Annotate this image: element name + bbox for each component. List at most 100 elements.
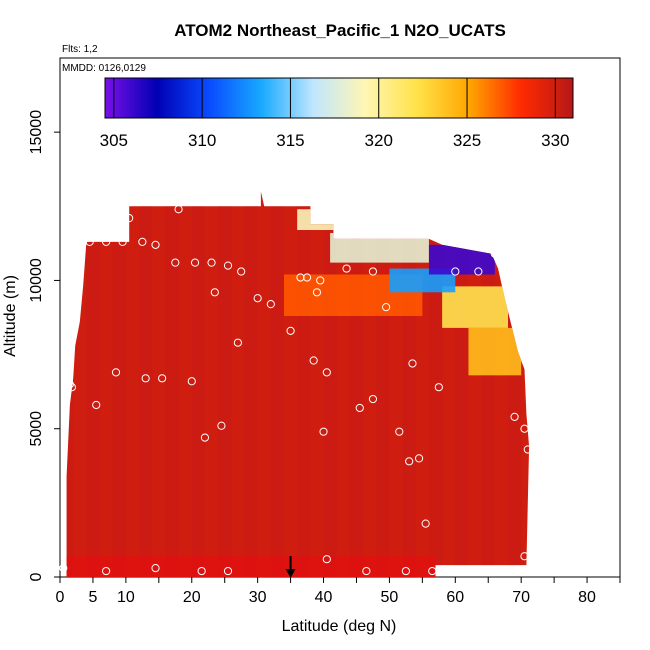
heatmap-band <box>244 191 258 577</box>
sample-point <box>210 288 219 297</box>
y-tick-label: 10000 <box>28 258 45 303</box>
sample-point <box>296 273 305 282</box>
sample-point <box>322 555 331 564</box>
sample-point <box>78 237 88 246</box>
sample-point <box>207 258 216 267</box>
y-tick-label: 0 <box>28 572 45 581</box>
sample-point <box>408 359 417 368</box>
sample-point <box>138 237 147 246</box>
sample-point <box>434 383 443 392</box>
sample-point <box>355 403 364 413</box>
x-tick-label: 70 <box>512 589 530 606</box>
sample-point <box>421 519 430 528</box>
sample-point <box>309 356 318 365</box>
sample-point <box>368 394 378 404</box>
heatmap-band <box>323 191 337 577</box>
sample-point <box>302 273 312 282</box>
sample-point <box>111 368 121 377</box>
colorbar-tick-label: 325 <box>453 131 481 150</box>
sample-point <box>59 564 68 573</box>
x-tick-label: 10 <box>117 589 135 606</box>
sample-point <box>490 249 499 258</box>
sample-point <box>428 566 437 576</box>
low-altitude-band <box>60 556 436 577</box>
chart-title: ATOM2 Northeast_Pacific_1 N2O_UCATS <box>174 21 506 40</box>
sample-point <box>316 276 325 285</box>
sample-point <box>286 326 295 335</box>
sample-point <box>312 288 322 297</box>
sample-point <box>510 412 519 421</box>
x-tick-label: 30 <box>249 589 267 606</box>
sample-point <box>223 261 233 270</box>
sample-point <box>401 566 410 576</box>
low-n2o-feature <box>468 327 522 376</box>
low-n2o-feature <box>297 209 337 231</box>
low-n2o-feature <box>428 244 495 275</box>
sample-point <box>197 566 206 576</box>
heatmap-band <box>402 191 416 577</box>
sample-point <box>523 445 532 454</box>
x-tick-label: 5 <box>88 589 97 606</box>
sample-point <box>474 267 483 276</box>
x-tick-label: 20 <box>183 589 201 606</box>
x-axis-label: Latitude (deg N) <box>282 618 397 635</box>
colorbar: 305 310 315 320 325 330 <box>100 77 574 150</box>
latitude-arrow-head <box>285 569 296 578</box>
sample-point <box>342 264 351 273</box>
sample-point <box>520 552 529 561</box>
sample-point <box>362 566 371 576</box>
colorbar-bar <box>104 77 574 119</box>
sample-points <box>59 205 532 576</box>
sample-point <box>217 421 226 430</box>
sample-point <box>141 374 150 383</box>
flights-subtitle: Flts: 1,2 <box>62 44 98 55</box>
sample-point <box>414 454 424 463</box>
y-tick-label: 15000 <box>28 110 45 155</box>
colorbar-tick-label: 330 <box>541 131 569 150</box>
heatmap-band <box>139 191 153 577</box>
low-n2o-feature <box>330 232 429 263</box>
sample-point <box>395 427 404 436</box>
sample-point <box>322 368 331 377</box>
sample-point <box>190 258 200 267</box>
colorbar-tick-label: 310 <box>188 131 216 150</box>
sample-point <box>125 214 134 223</box>
sample-point <box>151 240 160 249</box>
colorbar-tick-label: 315 <box>276 131 304 150</box>
x-tick-label: 60 <box>446 589 464 606</box>
sample-point <box>158 374 167 383</box>
y-tick-label: 5000 <box>28 411 45 447</box>
heatmap-band <box>165 191 179 577</box>
heatmap-band <box>60 191 74 577</box>
x-tick-label: 40 <box>315 589 333 606</box>
heatmap-area <box>60 191 530 577</box>
heatmap-band <box>508 191 522 577</box>
x-tick-label: 50 <box>381 589 399 606</box>
sample-point <box>200 433 210 442</box>
sample-point <box>151 564 160 573</box>
sample-point <box>253 294 262 303</box>
heatmap-band <box>428 191 443 577</box>
colorbar-tick-label: 320 <box>365 131 393 150</box>
x-tick-label: 80 <box>578 589 596 606</box>
y-axis-label: Altitude (m) <box>2 275 19 357</box>
heatmap-band <box>349 191 364 577</box>
sample-point <box>405 457 414 466</box>
sample-point <box>520 424 529 433</box>
heatmap-band <box>191 191 205 577</box>
sample-point <box>319 427 328 436</box>
heatmap-band <box>218 191 232 577</box>
dates-subtitle: MMDD: 0126,0129 <box>62 63 146 74</box>
sample-point <box>451 267 460 276</box>
sample-point <box>233 338 242 347</box>
sample-point <box>368 267 378 276</box>
sample-point <box>187 377 196 386</box>
axes: 0 5 10 20 30 40 50 60 70 80 0 5000 10000 15000 <box>28 110 621 606</box>
sample-point <box>382 303 391 312</box>
sample-point <box>118 237 127 246</box>
heatmap-band <box>86 191 100 577</box>
colorbar-tick-label: 305 <box>100 131 128 150</box>
heatmap-fill <box>60 191 530 577</box>
sample-point <box>171 258 180 267</box>
